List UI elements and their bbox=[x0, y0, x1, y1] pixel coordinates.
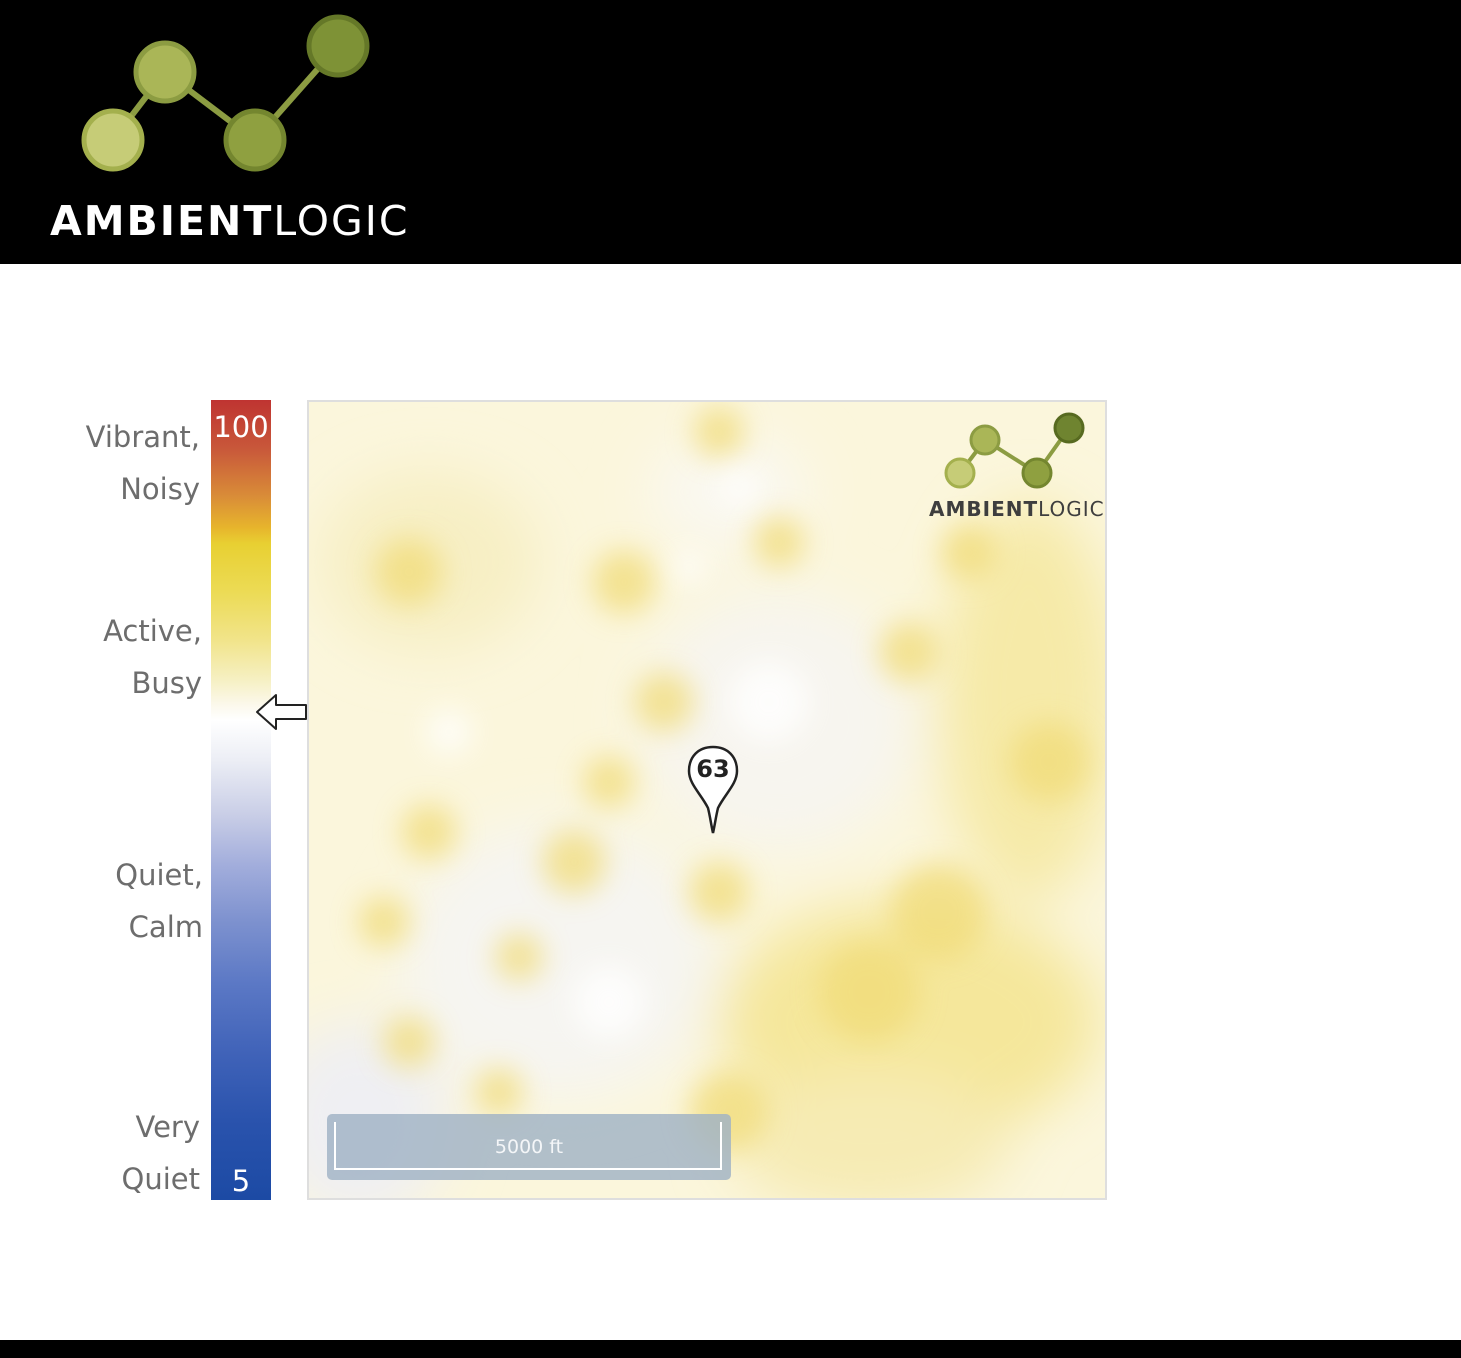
connected-dots-logo-icon bbox=[81, 14, 370, 172]
scale-min-label: 5 bbox=[231, 1164, 251, 1198]
scale-ruler bbox=[334, 1122, 722, 1170]
legend-label-very-quiet: Very Quiet bbox=[121, 1110, 200, 1196]
map-pin-icon bbox=[687, 745, 739, 834]
connected-dots-logo-icon bbox=[944, 412, 1085, 489]
location-marker[interactable]: 63 bbox=[686, 744, 740, 836]
map-logo-text-bold: AMBIENT bbox=[929, 497, 1038, 521]
noise-map[interactable]: AMBIENTLOGIC 63 5000 ft bbox=[307, 400, 1107, 1200]
logo-text-light: LOGIC bbox=[273, 197, 409, 245]
footer-bar bbox=[0, 1340, 1461, 1358]
map-scale-bar: 5000 ft bbox=[327, 1114, 731, 1180]
legend-label-quiet: Quiet, Calm bbox=[115, 858, 203, 944]
legend-label-active: Active, Busy bbox=[103, 614, 202, 700]
svg-text:AMBIENTLOGIC: AMBIENTLOGIC bbox=[50, 197, 409, 245]
arrow-left-icon bbox=[256, 694, 307, 730]
header: AMBIENTLOGIC bbox=[0, 0, 1461, 264]
map-ambientlogic-logo: AMBIENTLOGIC bbox=[929, 412, 1103, 521]
color-scale-bar: 100 5 bbox=[211, 400, 271, 1200]
ambientlogic-logo: AMBIENTLOGIC bbox=[50, 14, 409, 245]
map-logo-text-light: LOGIC bbox=[1038, 497, 1103, 521]
scale-max-label: 100 bbox=[213, 410, 269, 444]
marker-value: 63 bbox=[696, 755, 730, 783]
logo-text-bold: AMBIENT bbox=[50, 197, 273, 245]
svg-text:AMBIENTLOGIC: AMBIENTLOGIC bbox=[929, 497, 1103, 521]
scale-label: 5000 ft bbox=[494, 1136, 564, 1158]
legend-label-vibrant: Vibrant, Noisy bbox=[85, 420, 200, 506]
